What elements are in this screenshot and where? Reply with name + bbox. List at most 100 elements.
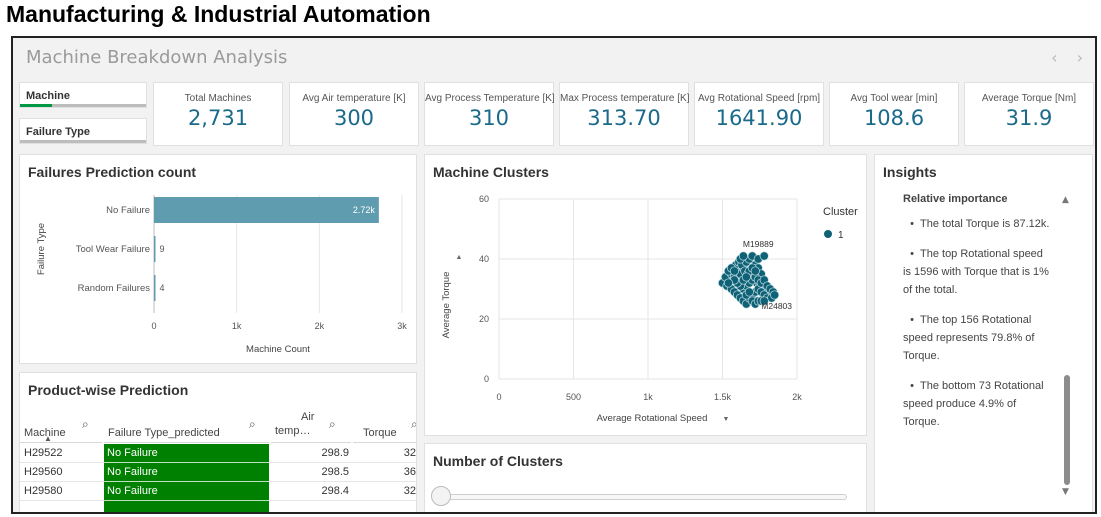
scatter-point — [741, 272, 751, 282]
kpi-average-torque[interactable]: Average Torque [Nm] 31.9 — [964, 82, 1094, 146]
kpi-avg-air-temperature[interactable]: Avg Air temperature [K] 300 — [289, 82, 419, 146]
x-tick-label: 2k — [792, 392, 802, 402]
x-tick-label: 1.5k — [714, 392, 732, 402]
kpi-max-process-temperature[interactable]: Max Process temperature [K] 313.70 — [559, 82, 690, 146]
filter-failure-type[interactable]: Failure Type — [19, 118, 147, 144]
kpi-total-machines[interactable]: Total Machines 2,731 — [153, 82, 283, 146]
clusters-slider-handle[interactable] — [431, 486, 451, 506]
col-header-air-temp[interactable]: Air temp… ⌕ — [271, 407, 351, 443]
number-of-clusters-card[interactable]: Number of Clusters — [424, 443, 867, 512]
y-axis-label: Failure Type — [36, 223, 47, 275]
x-tick-label: 1k — [643, 392, 653, 402]
scatter-point — [759, 296, 769, 306]
cell-prediction-partial — [104, 501, 269, 512]
kpi-avg-rotational-speed[interactable]: Avg Rotational Speed [rpm] 1641.90 — [694, 82, 824, 146]
clusters-slider-track[interactable] — [433, 494, 847, 500]
kpi-label: Total Machines — [184, 93, 252, 104]
product-prediction-card[interactable]: Product-wise Prediction Machine ⌕ ▲ Fail… — [19, 372, 417, 512]
clusters-chart-title: Machine Clusters — [433, 164, 549, 180]
insights-title: Insights — [883, 164, 937, 180]
col-header-air-temp-label-top: Air — [301, 411, 315, 423]
x-tick-label: 0 — [151, 321, 156, 331]
search-icon[interactable]: ⌕ — [249, 417, 256, 431]
insights-card[interactable]: Insights Relative importance • The total … — [874, 154, 1093, 512]
table-row[interactable]: H29560 No Failure 298.5 36 — [20, 463, 416, 482]
cell-machine: H29580 — [24, 485, 63, 497]
scroll-down-icon[interactable]: ▼ — [1062, 487, 1069, 497]
y-category-label: Tool Wear Failure — [76, 244, 150, 255]
kpi-label: Avg Tool wear [min] — [850, 93, 938, 104]
cell-air-temp: 298.5 — [321, 466, 349, 478]
insight-item: • The total Torque is 87.12k. — [910, 218, 1050, 230]
scatter-point — [744, 287, 754, 297]
scatter-point — [729, 266, 739, 276]
kpi-label: Average Torque [Nm] — [981, 93, 1077, 104]
kpi-value: 2,731 — [187, 106, 249, 130]
insight-item: • The top 156 Rotational speed represents… — [903, 314, 1035, 362]
kpi-value: 313.70 — [587, 106, 661, 130]
insights-scrollbar[interactable]: ▲ ▼ — [1062, 195, 1072, 497]
cell-torque: 32 — [403, 485, 416, 497]
col-header-failure-type-label: Failure Type_predicted — [108, 427, 220, 439]
product-table-title: Product-wise Prediction — [28, 382, 189, 398]
bar — [154, 275, 156, 301]
scatter-point — [770, 290, 780, 300]
insight-item: • The top Rotational speed is 1596 with T… — [903, 248, 1049, 296]
y-axis-label: Average Torque — [441, 272, 452, 339]
y-category-label: No Failure — [106, 205, 150, 216]
search-icon[interactable]: ⌕ — [411, 417, 416, 432]
sort-ascending-icon[interactable]: ▲ — [44, 434, 52, 443]
x-axis-sort-icon: ▼ — [723, 416, 730, 423]
table-row-partial[interactable] — [20, 501, 416, 512]
col-header-torque[interactable]: Torque ⌕ — [353, 407, 416, 443]
machine-clusters-card[interactable]: Machine Clusters 0 500 1k 1.5k 2k 0 20 40 60 M198… — [424, 154, 867, 436]
machine-clusters-scatter[interactable]: 0 500 1k 1.5k 2k 0 20 40 60 M19889 M24803 Average R… — [425, 155, 868, 437]
filter-machine-label: Machine — [26, 90, 71, 102]
insight-text: The total Torque is 87.12k. — [920, 218, 1050, 230]
page-heading: Manufacturing & Industrial Automation — [6, 1, 431, 27]
point-annotation: M19889 — [743, 239, 774, 249]
scatter-point — [723, 278, 734, 288]
scrollbar-thumb[interactable] — [1064, 375, 1070, 485]
cell-torque: 32 — [403, 447, 416, 459]
cell-air-temp: 298.4 — [321, 485, 349, 497]
insights-list: • The total Torque is 87.12k. • The top Ro… — [903, 215, 1053, 443]
failures-prediction-card[interactable]: Failures Prediction count 0 1k 2k 3k No Fail… — [19, 154, 417, 364]
failures-bar-chart[interactable]: 0 1k 2k 3k No Failure 2.72k Tool Wear Failure 9… — [20, 155, 418, 365]
cell-prediction: No Failure — [104, 444, 269, 463]
y-tick-label: 20 — [479, 314, 489, 324]
chevron-right-icon[interactable]: › — [1076, 48, 1083, 67]
kpi-label: Avg Process Temperature [K] — [425, 93, 555, 104]
cell-torque: 36 — [403, 466, 416, 478]
bar — [154, 236, 156, 262]
kpi-value: 300 — [333, 106, 375, 130]
kpi-value: 310 — [468, 106, 510, 130]
x-tick-label: 2k — [315, 321, 325, 331]
col-header-machine[interactable]: Machine ⌕ ▲ — [20, 407, 102, 443]
filter-machine[interactable]: Machine — [19, 82, 147, 108]
table-row[interactable]: H29580 No Failure 298.4 32 — [20, 482, 416, 501]
y-axis-sort-icon: ▲ — [456, 254, 463, 261]
kpi-value: 1641.90 — [715, 106, 803, 130]
chevron-left-icon[interactable]: ‹ — [1051, 48, 1058, 67]
kpi-avg-tool-wear[interactable]: Avg Tool wear [min] 108.6 — [829, 82, 959, 146]
filter-machine-selection-bar — [20, 104, 52, 107]
search-icon[interactable]: ⌕ — [82, 417, 89, 431]
filter-failure-type-bar — [20, 140, 146, 143]
col-header-torque-label: Torque — [363, 427, 397, 439]
search-icon[interactable]: ⌕ — [329, 417, 336, 431]
legend-swatch — [824, 230, 832, 238]
kpi-label: Avg Air temperature [K] — [302, 93, 406, 104]
x-axis-label: Average Rotational Speed — [597, 413, 708, 424]
cell-machine: H29560 — [24, 466, 63, 478]
table-row[interactable]: H29522 No Failure 298.9 32 — [20, 444, 416, 463]
col-header-failure-type-predicted[interactable]: Failure Type_predicted ⌕ — [104, 407, 269, 443]
kpi-label: Avg Rotational Speed [rpm] — [697, 93, 821, 104]
scatter-point — [759, 251, 769, 261]
scroll-up-icon[interactable]: ▲ — [1062, 195, 1069, 205]
bar-data-label: 4 — [160, 283, 165, 293]
bar — [154, 197, 379, 223]
cell-air-temp: 298.9 — [321, 447, 349, 459]
kpi-label: Max Process temperature [K] — [560, 93, 690, 104]
kpi-avg-process-temperature[interactable]: Avg Process Temperature [K] 310 — [424, 82, 555, 146]
